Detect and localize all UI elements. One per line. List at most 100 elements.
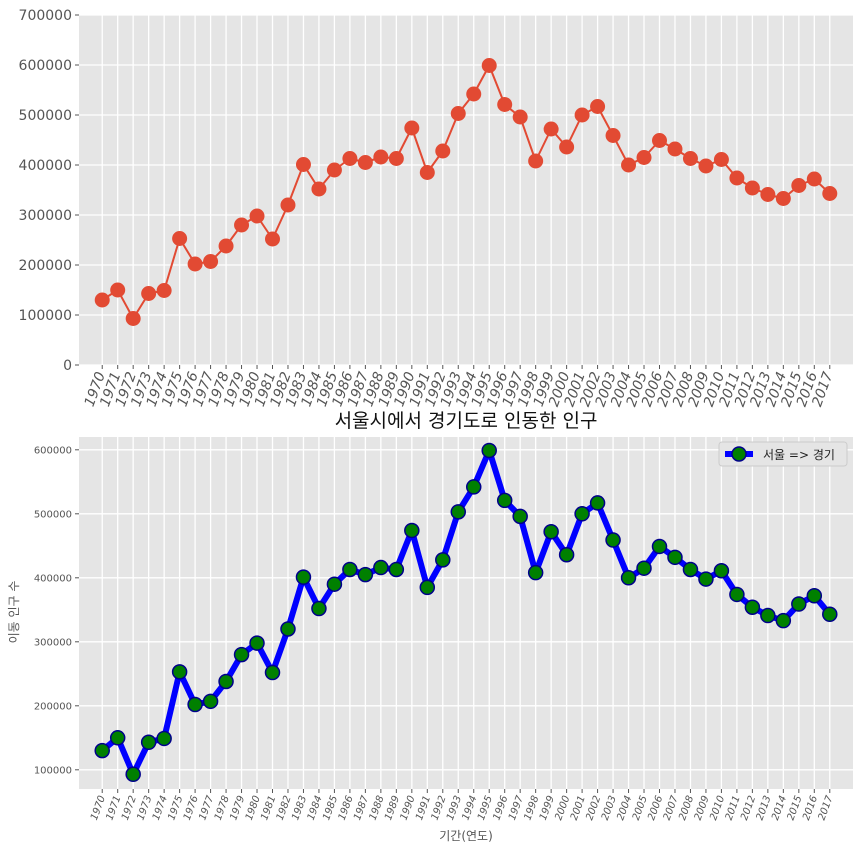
y-tick-label: 500000 <box>34 509 72 520</box>
data-point <box>141 286 157 301</box>
data-point <box>357 566 374 583</box>
data-point <box>202 693 219 710</box>
data-point <box>450 106 466 121</box>
data-point <box>806 587 823 604</box>
data-point <box>404 522 420 539</box>
data-point <box>775 191 791 206</box>
data-point <box>280 197 296 213</box>
y-tick-label: 200000 <box>19 258 72 274</box>
data-point <box>187 256 203 272</box>
data-point <box>404 120 420 136</box>
data-point <box>512 508 528 525</box>
y-tick-label: 200000 <box>34 701 72 712</box>
data-point <box>249 635 265 651</box>
y-tick-label: 0 <box>63 358 72 374</box>
data-point <box>775 612 792 629</box>
y-tick-label: 600000 <box>19 58 72 74</box>
chart-title: 서울시에서 경기도로 인동한 인구 <box>335 410 598 432</box>
y-tick-label: 400000 <box>19 158 72 174</box>
data-point <box>621 157 637 173</box>
y-tick-label: 700000 <box>19 8 72 24</box>
data-point <box>698 571 714 587</box>
y-tick-label: 600000 <box>34 445 72 456</box>
data-point <box>543 523 559 540</box>
data-point <box>744 599 761 615</box>
data-point <box>265 231 280 247</box>
data-point <box>156 730 172 747</box>
y-tick-label: 400000 <box>34 573 72 584</box>
data-point <box>373 149 389 165</box>
data-point <box>497 97 513 112</box>
data-point <box>326 576 343 592</box>
data-point <box>605 128 621 143</box>
data-point <box>234 217 250 233</box>
data-point <box>528 153 544 169</box>
data-point <box>311 181 327 197</box>
data-point <box>620 570 637 586</box>
data-point <box>481 442 497 459</box>
data-point <box>156 283 172 298</box>
data-point <box>822 606 838 623</box>
data-point <box>760 187 776 202</box>
data-point <box>94 292 110 308</box>
data-point <box>187 696 203 713</box>
data-point <box>218 673 234 690</box>
data-point <box>636 150 652 165</box>
data-point <box>435 143 451 159</box>
legend-marker-swatch <box>731 446 747 462</box>
data-point <box>481 58 497 73</box>
data-point <box>713 152 729 167</box>
data-point <box>729 170 745 186</box>
data-point <box>311 600 327 617</box>
data-point <box>652 133 667 148</box>
legend-label: 서울 => 경기 <box>763 448 835 462</box>
data-point <box>450 504 467 520</box>
chart-bottom: 1000002000003000004000005000006000001970… <box>7 410 853 843</box>
data-point <box>233 646 250 663</box>
data-point <box>667 549 683 566</box>
y-tick-label: 300000 <box>34 637 72 648</box>
data-point <box>326 162 342 178</box>
data-point <box>264 664 281 681</box>
data-point <box>110 282 126 298</box>
data-point <box>342 561 358 578</box>
data-point <box>295 569 312 585</box>
data-point <box>388 151 404 166</box>
legend: 서울 => 경기 <box>718 441 848 467</box>
data-point <box>791 178 807 193</box>
data-point <box>636 560 652 576</box>
data-point <box>822 186 838 201</box>
data-point <box>682 151 698 166</box>
data-point <box>667 141 683 157</box>
data-point <box>559 139 575 155</box>
data-point <box>466 86 482 102</box>
data-point <box>357 155 373 170</box>
data-point <box>496 492 513 509</box>
data-point <box>342 151 358 166</box>
data-point <box>172 231 188 246</box>
data-point <box>435 552 451 568</box>
data-point <box>295 157 311 172</box>
data-point <box>419 579 436 596</box>
data-point <box>651 538 668 555</box>
data-point <box>373 559 389 576</box>
data-point <box>171 664 188 680</box>
data-point <box>682 561 699 578</box>
data-point <box>558 547 575 563</box>
data-point <box>109 730 126 746</box>
data-point <box>590 99 606 114</box>
data-point <box>698 158 714 174</box>
data-point <box>465 479 482 495</box>
data-point <box>249 208 265 224</box>
data-point <box>512 109 528 125</box>
data-point <box>574 506 590 522</box>
data-point <box>605 532 621 548</box>
data-point <box>791 596 807 612</box>
data-point <box>713 563 730 579</box>
data-point <box>419 165 435 180</box>
y-tick-label: 100000 <box>19 308 72 324</box>
data-point <box>203 254 219 269</box>
data-point <box>760 607 776 624</box>
data-point <box>125 766 141 783</box>
